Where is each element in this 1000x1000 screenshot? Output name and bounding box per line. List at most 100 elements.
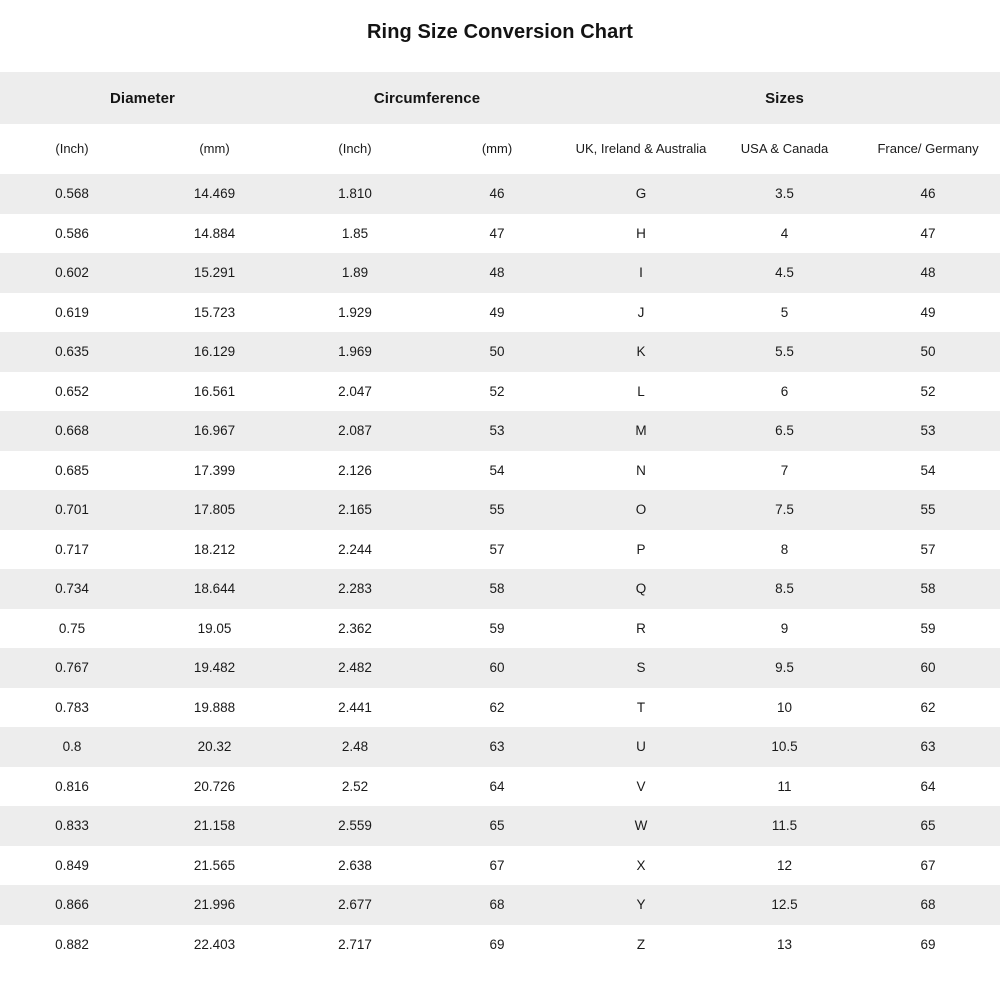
table-row: 0.717 18.212 2.244 57 P 8 57 <box>0 529 1000 569</box>
cell-size-uk: T <box>636 699 646 715</box>
cell-size-france-germany: 59 <box>920 620 936 636</box>
cell-size-uk: V <box>636 778 646 794</box>
cell-circumference-mm: 64 <box>489 778 505 794</box>
cell-diameter-mm: 19.05 <box>197 620 232 636</box>
cell-diameter-mm: 18.644 <box>193 581 236 597</box>
table-row: 0.685 17.399 2.126 54 N 7 54 <box>0 450 1000 490</box>
cell-circumference-inch: 2.559 <box>338 818 372 834</box>
cell-size-usa: 13 <box>777 936 793 952</box>
cell-size-france-germany: 65 <box>920 818 936 834</box>
table-row: 0.75 19.05 2.362 59 R 9 59 <box>0 608 1000 648</box>
cell-circumference-mm: 60 <box>489 660 505 676</box>
cell-size-france-germany: 46 <box>920 186 936 202</box>
cell-diameter-mm: 16.967 <box>193 423 236 439</box>
cell-circumference-inch: 1.85 <box>341 225 369 241</box>
cell-size-france-germany: 62 <box>920 699 936 715</box>
table-row: 0.586 14.884 1.85 47 H 4 47 <box>0 213 1000 253</box>
cell-circumference-mm: 49 <box>489 304 505 320</box>
cell-circumference-inch: 1.969 <box>338 344 372 360</box>
cell-circumference-inch: 2.441 <box>338 699 372 715</box>
column-header-diameter-inch: (Inch) <box>55 141 89 156</box>
cell-circumference-inch: 2.717 <box>338 936 372 952</box>
cell-diameter-mm: 15.723 <box>193 304 236 320</box>
cell-diameter-mm: 21.565 <box>193 857 236 873</box>
group-header-sizes: Sizes <box>765 89 804 107</box>
cell-size-usa: 10.5 <box>771 739 798 755</box>
table-row: 0.866 21.996 2.677 68 Y 12.5 68 <box>0 885 1000 925</box>
cell-circumference-inch: 2.482 <box>338 660 372 676</box>
cell-circumference-mm: 59 <box>489 620 505 636</box>
cell-diameter-mm: 21.996 <box>193 897 236 913</box>
table-row: 0.767 19.482 2.482 60 S 9.5 60 <box>0 648 1000 688</box>
cell-circumference-mm: 54 <box>489 462 505 478</box>
cell-size-france-germany: 68 <box>920 897 936 913</box>
cell-size-france-germany: 67 <box>920 857 936 873</box>
cell-size-uk: M <box>635 423 647 439</box>
cell-size-uk: Y <box>636 897 646 913</box>
cell-circumference-mm: 47 <box>489 225 505 241</box>
ring-size-conversion-table: Diameter Circumference Sizes (Inch) (mm)… <box>0 72 1000 964</box>
cell-size-usa: 9.5 <box>775 660 794 676</box>
cell-size-usa: 6.5 <box>775 423 794 439</box>
cell-size-uk: Z <box>636 936 646 952</box>
cell-circumference-mm: 55 <box>489 502 505 518</box>
cell-size-uk: W <box>634 818 648 834</box>
cell-size-usa: 12 <box>777 857 793 873</box>
cell-diameter-mm: 16.561 <box>193 383 236 399</box>
cell-size-usa: 7 <box>780 462 789 478</box>
cell-size-usa: 9 <box>780 620 789 636</box>
table-row: 0.701 17.805 2.165 55 O 7.5 55 <box>0 490 1000 530</box>
column-header-usa-canada: USA & Canada <box>740 141 829 156</box>
cell-diameter-inch: 0.783 <box>55 699 89 715</box>
cell-diameter-mm: 17.399 <box>193 462 236 478</box>
cell-size-usa: 5 <box>780 304 789 320</box>
cell-size-usa: 8 <box>780 541 789 557</box>
cell-diameter-mm: 20.32 <box>197 739 232 755</box>
cell-diameter-mm: 19.888 <box>193 699 236 715</box>
cell-size-usa: 12.5 <box>771 897 798 913</box>
group-header-diameter: Diameter <box>110 89 175 107</box>
table-row: 0.619 15.723 1.929 49 J 5 49 <box>0 292 1000 332</box>
cell-size-france-germany: 47 <box>920 225 936 241</box>
cell-circumference-inch: 2.638 <box>338 857 372 873</box>
cell-size-france-germany: 63 <box>920 739 936 755</box>
cell-diameter-inch: 0.734 <box>55 581 89 597</box>
cell-size-uk: G <box>635 186 647 202</box>
cell-circumference-inch: 1.810 <box>338 186 372 202</box>
cell-diameter-mm: 14.469 <box>193 186 236 202</box>
cell-size-usa: 10 <box>777 699 793 715</box>
cell-size-uk: J <box>637 304 645 320</box>
cell-diameter-inch: 0.717 <box>55 541 89 557</box>
cell-size-usa: 6 <box>780 383 789 399</box>
cell-circumference-mm: 52 <box>489 383 505 399</box>
cell-diameter-inch: 0.619 <box>55 304 89 320</box>
cell-circumference-mm: 68 <box>489 897 505 913</box>
cell-circumference-mm: 53 <box>489 423 505 439</box>
column-header-france-germany: France/ Germany <box>877 141 979 156</box>
cell-circumference-inch: 2.362 <box>338 620 372 636</box>
cell-size-uk: O <box>635 502 647 518</box>
cell-diameter-mm: 16.129 <box>193 344 236 360</box>
cell-circumference-mm: 62 <box>489 699 505 715</box>
cell-circumference-inch: 2.677 <box>338 897 372 913</box>
cell-size-france-germany: 52 <box>920 383 936 399</box>
table-row: 0.816 20.726 2.52 64 V 11 64 <box>0 766 1000 806</box>
table-row: 0.8 20.32 2.48 63 U 10.5 63 <box>0 727 1000 767</box>
column-header-diameter-mm: (mm) <box>199 141 230 156</box>
cell-size-france-germany: 54 <box>920 462 936 478</box>
cell-circumference-mm: 65 <box>489 818 505 834</box>
cell-circumference-inch: 2.087 <box>338 423 372 439</box>
cell-size-france-germany: 60 <box>920 660 936 676</box>
cell-size-france-germany: 69 <box>920 936 936 952</box>
cell-size-uk: S <box>636 660 646 676</box>
cell-diameter-inch: 0.668 <box>55 423 89 439</box>
table-row: 0.652 16.561 2.047 52 L 6 52 <box>0 371 1000 411</box>
cell-size-france-germany: 50 <box>920 344 936 360</box>
table-row: 0.882 22.403 2.717 69 Z 13 69 <box>0 924 1000 964</box>
cell-size-usa: 8.5 <box>775 581 794 597</box>
cell-size-usa: 11.5 <box>771 818 798 834</box>
cell-diameter-mm: 18.212 <box>193 541 236 557</box>
cell-size-uk: Q <box>635 581 647 597</box>
cell-size-uk: N <box>636 462 646 478</box>
